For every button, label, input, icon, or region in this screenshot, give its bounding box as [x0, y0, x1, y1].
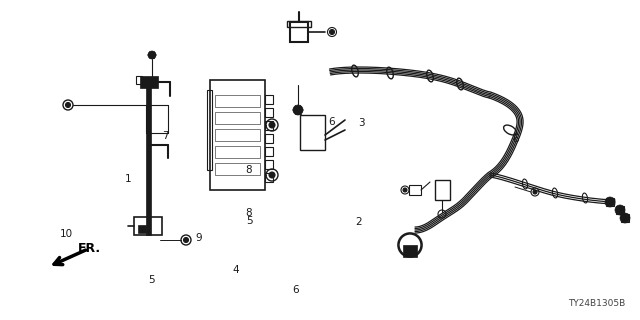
- Text: 5: 5: [246, 216, 253, 226]
- Text: 9: 9: [195, 233, 202, 244]
- Bar: [290, 22, 308, 42]
- Text: 6: 6: [512, 134, 518, 144]
- Text: 8: 8: [245, 208, 252, 218]
- Bar: [136, 76, 142, 84]
- Text: 6: 6: [328, 117, 335, 127]
- Text: TY24B1305B: TY24B1305B: [568, 299, 625, 308]
- Bar: [265, 160, 273, 169]
- Text: FR.: FR.: [78, 243, 101, 255]
- Bar: [265, 147, 273, 156]
- Text: 6: 6: [292, 284, 299, 295]
- Bar: [215, 163, 260, 175]
- Bar: [215, 129, 260, 141]
- Bar: [215, 146, 260, 158]
- Circle shape: [148, 51, 156, 59]
- Bar: [146, 80, 151, 235]
- Bar: [215, 112, 260, 124]
- Text: 1: 1: [125, 174, 131, 184]
- Circle shape: [605, 197, 615, 207]
- Bar: [265, 95, 273, 104]
- Circle shape: [620, 213, 630, 223]
- Text: 4: 4: [232, 265, 239, 276]
- Circle shape: [403, 188, 407, 192]
- Text: 3: 3: [358, 118, 365, 128]
- Bar: [207, 90, 212, 170]
- Text: 10: 10: [60, 228, 72, 239]
- Circle shape: [65, 102, 70, 108]
- Circle shape: [330, 29, 335, 35]
- Circle shape: [293, 105, 303, 115]
- Bar: [606, 198, 614, 206]
- Bar: [435, 180, 450, 200]
- Circle shape: [533, 190, 537, 194]
- Bar: [265, 108, 273, 117]
- Circle shape: [269, 122, 275, 128]
- Bar: [140, 76, 158, 88]
- Text: 5: 5: [148, 275, 155, 285]
- Text: 8: 8: [245, 164, 252, 175]
- Bar: [287, 21, 311, 27]
- Circle shape: [184, 237, 189, 243]
- Bar: [210, 80, 265, 190]
- Bar: [134, 217, 162, 235]
- Text: 7: 7: [162, 131, 168, 141]
- Bar: [265, 173, 273, 182]
- Circle shape: [615, 205, 625, 215]
- Text: 2: 2: [355, 217, 362, 228]
- Bar: [265, 121, 273, 130]
- Bar: [621, 214, 629, 222]
- Bar: [265, 134, 273, 143]
- Bar: [138, 225, 146, 233]
- Circle shape: [269, 172, 275, 178]
- Bar: [300, 115, 325, 150]
- Bar: [616, 206, 624, 214]
- Bar: [403, 245, 417, 257]
- Bar: [215, 95, 260, 107]
- Bar: [409, 185, 421, 195]
